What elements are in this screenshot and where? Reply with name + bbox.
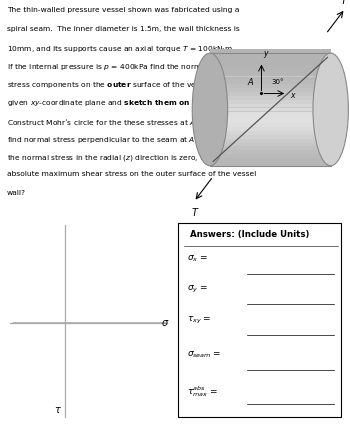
Bar (210, 127, 331, 131)
Text: Answers: (Include Units): Answers: (Include Units) (190, 230, 310, 239)
Text: $\tau$: $\tau$ (54, 405, 62, 415)
Text: find normal stress perpendicular to the seam at $A$. Assuming that: find normal stress perpendicular to the … (7, 135, 255, 145)
Text: absolute maximum shear stress on the outer surface of the vessel: absolute maximum shear stress on the out… (7, 171, 256, 177)
Text: Construct Mohr’s circle for the these stresses at $A$ and use it to: Construct Mohr’s circle for the these st… (7, 117, 246, 127)
Ellipse shape (192, 53, 228, 166)
Bar (210, 150, 331, 154)
Bar (210, 147, 331, 150)
Text: $\tau^{abs}_{max}$ =: $\tau^{abs}_{max}$ = (187, 384, 218, 399)
Bar (210, 84, 331, 88)
Text: $\sigma_y$ =: $\sigma_y$ = (187, 284, 208, 295)
Bar (210, 111, 331, 115)
Text: $y$: $y$ (263, 48, 270, 60)
Bar (210, 53, 331, 57)
Bar (210, 108, 331, 111)
Text: $x$: $x$ (290, 91, 297, 100)
Bar (210, 154, 331, 158)
Bar (210, 158, 331, 162)
Text: $\sigma_{seam}$ =: $\sigma_{seam}$ = (187, 349, 222, 360)
Bar (210, 119, 331, 123)
Bar (210, 139, 331, 142)
Text: $\sigma_x$ =: $\sigma_x$ = (187, 253, 208, 264)
Text: $T$: $T$ (340, 0, 348, 6)
Bar (210, 92, 331, 96)
Text: wall?: wall? (7, 190, 26, 196)
Bar (210, 162, 331, 166)
Bar (210, 49, 331, 53)
Text: $A$: $A$ (247, 76, 255, 87)
Text: the normal stress in the radial ($z$) direction is zero, what is the: the normal stress in the radial ($z$) di… (7, 153, 243, 163)
Text: 30°: 30° (271, 79, 284, 85)
Bar (210, 88, 331, 92)
Bar (210, 100, 331, 104)
Text: stress components on the $\mathbf{outer}$ surface of the vessel at $A$ in the: stress components on the $\mathbf{outer}… (7, 80, 253, 90)
Text: $\tau_{xy}$ =: $\tau_{xy}$ = (187, 314, 212, 326)
Polygon shape (210, 53, 331, 166)
Bar (210, 80, 331, 84)
Bar (210, 96, 331, 100)
Bar (210, 65, 331, 69)
Text: $\sigma$: $\sigma$ (161, 318, 170, 328)
Text: 10mm, and its supports cause an axial torque $T$ = 100kN·m.: 10mm, and its supports cause an axial to… (7, 44, 235, 54)
Bar (210, 142, 331, 146)
Text: The thin-walled pressure vessel shown was fabricated using a: The thin-walled pressure vessel shown wa… (7, 7, 239, 13)
Bar (210, 104, 331, 108)
Bar (210, 116, 331, 119)
Text: If the internal pressure is $p$ = 400kPa find the normal and shear: If the internal pressure is $p$ = 400kPa… (7, 62, 249, 72)
Ellipse shape (313, 53, 348, 166)
Bar (210, 57, 331, 61)
Bar (210, 76, 331, 80)
Bar (210, 61, 331, 65)
Bar (210, 73, 331, 76)
Bar (210, 135, 331, 139)
Bar (210, 69, 331, 73)
Bar (210, 131, 331, 135)
Text: given $xy$-coordinate plane and $\mathbf{sketch\ them\ on\ a\ plane\ element}$.: given $xy$-coordinate plane and $\mathbf… (7, 99, 263, 108)
Text: $T$: $T$ (191, 206, 199, 218)
Text: spiral seam.  The inner diameter is 1.5m, the wall thickness is: spiral seam. The inner diameter is 1.5m,… (7, 26, 240, 31)
Bar (210, 123, 331, 127)
